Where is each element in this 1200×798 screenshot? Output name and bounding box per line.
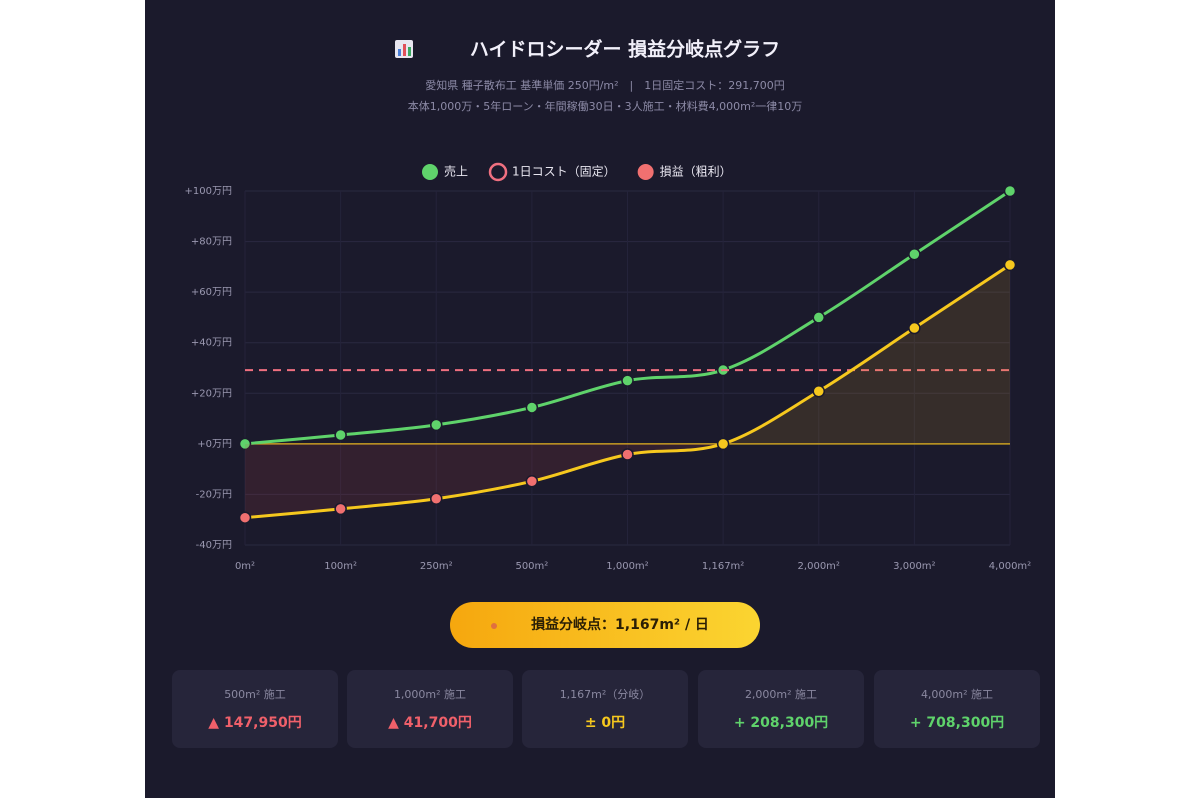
card-value: ± 0円 — [584, 715, 626, 731]
subtitle: 本体1,000万・5年ローン・年間稼働30日・3人施工・材料費4,000m²一律… — [408, 99, 803, 113]
summary-card: 1,000m² 施工 ▲ 41,700円 — [347, 670, 513, 748]
point — [812, 311, 825, 324]
legend-marker — [488, 162, 508, 182]
card-value: ▲ 147,950円 — [208, 715, 302, 731]
card-label: 1,000m² 施工 — [393, 688, 467, 701]
y-tick-label: +20万円 — [191, 388, 232, 399]
subtitle: 愛知県 種子散布工 基準単価 250円/m² | 1日固定コスト：291,700… — [425, 78, 785, 92]
card-label: 500m² 施工 — [224, 688, 286, 701]
y-tick-label: -40万円 — [196, 540, 232, 551]
point — [430, 418, 443, 432]
point — [812, 385, 825, 398]
x-tick-label: 1,167m² — [702, 561, 744, 572]
legend-label: 1日コスト（固定） — [512, 164, 616, 179]
y-tick-label: +0万円 — [197, 439, 232, 450]
y-tick-label: -20万円 — [196, 489, 232, 500]
summary-card: 500m² 施工 ▲ 147,950円 — [172, 670, 338, 748]
x-tick-label: 250m² — [420, 561, 453, 572]
summary-card: 1,167m²（分岐） ± 0円 — [522, 670, 688, 748]
point — [1003, 258, 1017, 272]
card-value: + 208,300円 — [733, 715, 829, 731]
chart-title: ハイドロシーダー 損益分岐点グラフ — [470, 38, 780, 61]
badge-dot — [491, 623, 497, 629]
point — [238, 511, 252, 524]
y-tick-label: +80万円 — [191, 237, 232, 248]
panel — [145, 0, 1055, 798]
point — [908, 321, 921, 335]
point — [621, 448, 634, 461]
point — [525, 401, 539, 414]
title-icon — [395, 40, 413, 58]
y-tick-label: +100万円 — [185, 186, 232, 197]
point — [334, 428, 347, 442]
summary-card: 4,000m² 施工 + 708,300円 — [874, 670, 1040, 748]
point — [1003, 184, 1017, 198]
x-tick-label: 0m² — [235, 561, 255, 572]
legend-marker — [637, 164, 654, 180]
x-tick-label: 3,000m² — [893, 561, 935, 572]
x-tick-label: 1,000m² — [606, 561, 648, 572]
summary-card: 2,000m² 施工 + 208,300円 — [698, 670, 864, 748]
point — [525, 475, 539, 488]
card-value: + 708,300円 — [909, 715, 1005, 731]
point — [238, 437, 252, 451]
card-label: 2,000m² 施工 — [744, 688, 818, 701]
break-even-label: 損益分岐点：1,167m² / 日 — [531, 616, 709, 633]
profit-area — [245, 264, 1010, 444]
point — [621, 374, 634, 387]
legend-label: 損益（粗利） — [660, 164, 732, 179]
card-label: 4,000m² 施工 — [920, 688, 994, 701]
legend-label: 売上 — [444, 164, 468, 179]
x-tick-label: 2,000m² — [798, 561, 840, 572]
point — [716, 437, 730, 451]
x-tick-label: 500m² — [515, 561, 548, 572]
card-value: ▲ 41,700円 — [388, 715, 472, 731]
x-tick-label: 100m² — [324, 561, 357, 572]
y-tick-label: +40万円 — [191, 338, 232, 349]
point — [334, 502, 347, 516]
legend-marker — [422, 164, 438, 180]
point — [908, 247, 921, 261]
x-tick-label: 4,000m² — [989, 561, 1031, 572]
point — [430, 492, 443, 505]
break-even-badge — [450, 602, 760, 648]
loss-area — [245, 444, 723, 518]
y-tick-label: +60万円 — [191, 287, 232, 298]
card-label: 1,167m²（分岐） — [559, 688, 651, 701]
